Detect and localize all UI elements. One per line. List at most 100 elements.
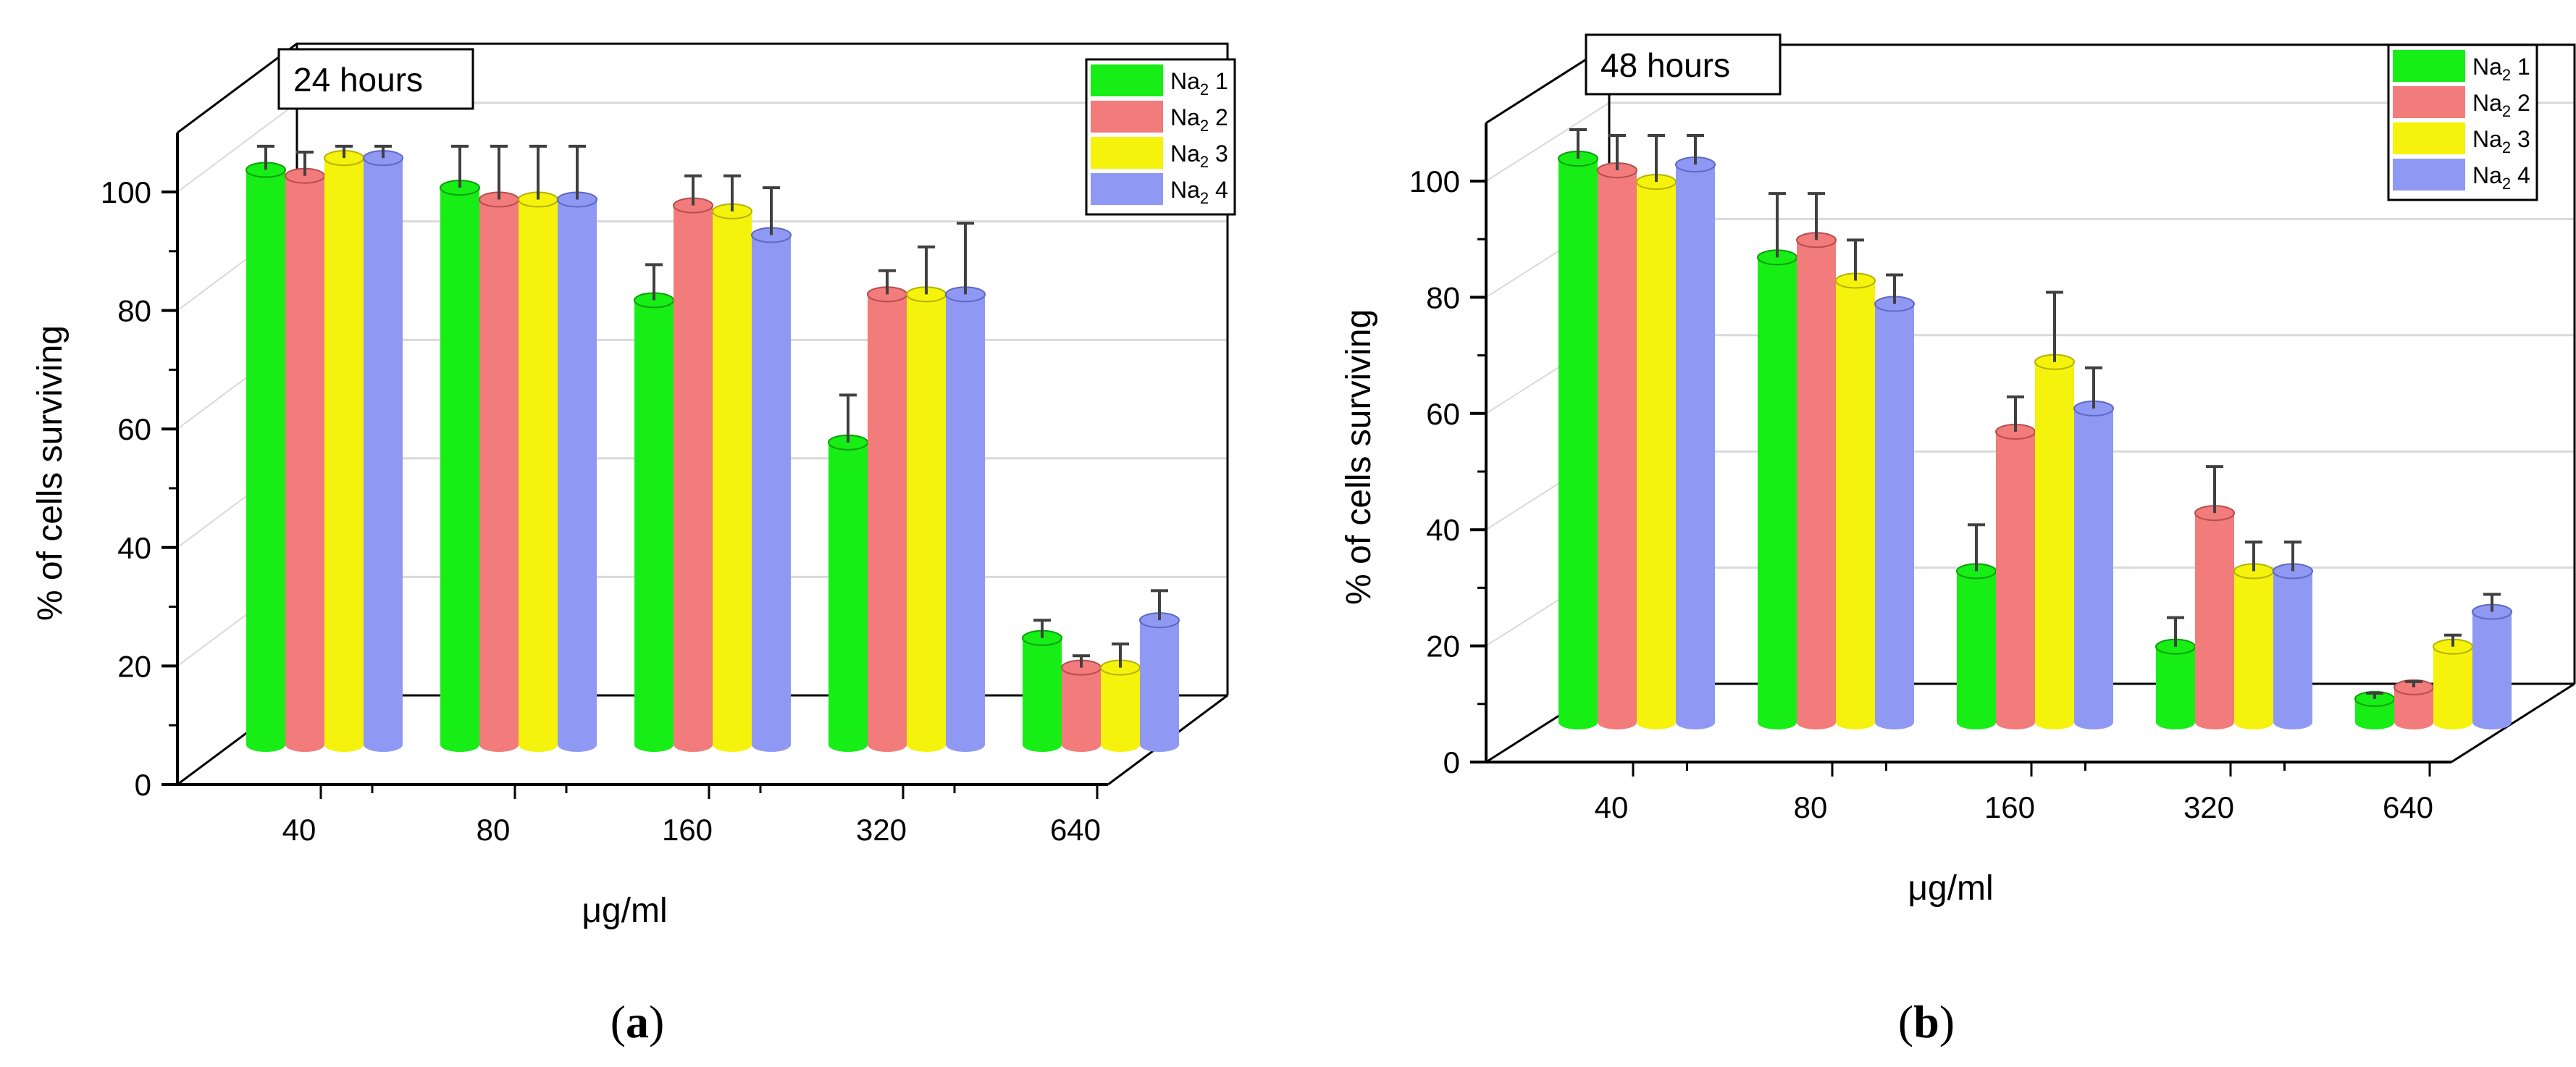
legend-swatch bbox=[2393, 86, 2465, 118]
x-tick-label: 40 bbox=[282, 813, 316, 847]
bar-base bbox=[713, 737, 752, 752]
bar-base bbox=[2074, 715, 2113, 729]
bar-base bbox=[2273, 715, 2312, 729]
bar bbox=[2156, 646, 2195, 722]
bar-base bbox=[2355, 715, 2394, 729]
bar bbox=[2273, 571, 2312, 722]
legend-swatch bbox=[1091, 137, 1163, 169]
bar bbox=[246, 170, 285, 745]
legend-swatch bbox=[1091, 101, 1163, 133]
bar bbox=[519, 199, 558, 745]
legend-label: Na2 3 bbox=[1170, 141, 1228, 171]
bar bbox=[1598, 170, 1637, 723]
caption-a: (a) bbox=[611, 996, 665, 1047]
bar bbox=[752, 235, 791, 745]
x-tick-label: 160 bbox=[662, 813, 713, 847]
legend-label: Na2 1 bbox=[2472, 54, 2530, 84]
x-tick-label: 320 bbox=[856, 813, 907, 847]
gridline-side bbox=[177, 102, 298, 193]
bar-base bbox=[2234, 715, 2273, 729]
bar bbox=[558, 199, 597, 745]
bar-base bbox=[1140, 737, 1179, 752]
legend-label: Na2 4 bbox=[1170, 177, 1228, 207]
bar-base bbox=[1062, 737, 1101, 752]
y-tick-label: 0 bbox=[1443, 745, 1460, 779]
bar bbox=[2195, 513, 2234, 722]
bar-base bbox=[2195, 715, 2234, 729]
caption-b: (b) bbox=[1898, 996, 1955, 1047]
bar bbox=[440, 188, 479, 745]
legend-label: Na2 3 bbox=[2472, 126, 2530, 156]
y-tick-label: 20 bbox=[1426, 629, 1460, 664]
y-tick-label: 0 bbox=[135, 768, 151, 802]
bar bbox=[1797, 240, 1836, 723]
bar-base bbox=[2156, 715, 2195, 729]
bar bbox=[1637, 182, 1676, 722]
bar bbox=[946, 294, 985, 745]
panel-b-chart: 0 20 40 60 80 100 % of cells surviving μg/ml 40 8… bbox=[1340, 33, 2576, 908]
legend-swatch bbox=[1091, 173, 1163, 205]
bar-base bbox=[2433, 715, 2472, 729]
bar bbox=[364, 158, 403, 745]
bar bbox=[2433, 646, 2472, 722]
bar bbox=[1023, 637, 1062, 745]
bar bbox=[1758, 257, 1797, 722]
x-tick-label: 640 bbox=[2383, 790, 2433, 824]
bar-base bbox=[2035, 715, 2074, 729]
bar bbox=[1957, 571, 1996, 722]
gridline-side bbox=[1485, 102, 1610, 182]
panel-a-chart: 0 20 40 60 80 100 % of cells surviving μg/ml 40 8… bbox=[31, 42, 1236, 930]
chart-title: 24 hours bbox=[293, 61, 423, 99]
legend-swatch bbox=[2393, 50, 2465, 82]
bar-base bbox=[1676, 715, 1715, 729]
bar-base bbox=[479, 737, 519, 752]
bar-base bbox=[828, 737, 868, 752]
side-top-edge bbox=[177, 42, 298, 134]
bar bbox=[713, 211, 752, 745]
bar bbox=[1558, 159, 1598, 722]
bar-base bbox=[1023, 737, 1062, 752]
bar-base bbox=[246, 737, 285, 752]
bar bbox=[907, 294, 946, 745]
floor-right-edge bbox=[2451, 682, 2575, 763]
bar-base bbox=[1996, 715, 2035, 729]
chart-title-box bbox=[1585, 33, 1782, 96]
bar bbox=[2234, 571, 2273, 722]
bar-base bbox=[285, 737, 324, 752]
bar-base bbox=[1101, 737, 1140, 752]
x-tick-label: 80 bbox=[477, 813, 511, 847]
bar-base bbox=[907, 737, 946, 752]
bar-base bbox=[1637, 715, 1676, 729]
bar bbox=[674, 205, 713, 745]
x-axis-label: μg/ml bbox=[582, 892, 667, 930]
legend-label: Na2 2 bbox=[1170, 104, 1228, 135]
bar bbox=[1676, 164, 1715, 722]
bar bbox=[828, 442, 868, 745]
legend-swatch bbox=[2393, 159, 2465, 191]
bar bbox=[324, 158, 364, 745]
bar-base bbox=[946, 737, 985, 752]
chart-title: 48 hours bbox=[1600, 46, 1730, 84]
bar-base bbox=[558, 737, 597, 752]
bar-base bbox=[752, 737, 791, 752]
bar-base bbox=[519, 737, 558, 752]
x-axis-label: μg/ml bbox=[1908, 869, 1993, 908]
y-tick-label: 80 bbox=[117, 294, 151, 328]
y-tick-label: 60 bbox=[1426, 397, 1460, 431]
x-tick-label: 640 bbox=[1050, 813, 1101, 847]
bar bbox=[2074, 408, 2113, 722]
bar bbox=[1101, 667, 1140, 745]
bar-base bbox=[1758, 715, 1797, 729]
bar-base bbox=[324, 737, 364, 752]
x-tick-label: 40 bbox=[1595, 790, 1629, 824]
y-tick-label: 40 bbox=[117, 531, 151, 565]
y-tick-label: 100 bbox=[101, 175, 151, 209]
bar-base bbox=[634, 737, 674, 752]
bar-base bbox=[1598, 715, 1637, 729]
y-axis-label: % of cells surviving bbox=[31, 325, 70, 621]
legend-swatch bbox=[2393, 122, 2465, 154]
bar-base bbox=[868, 737, 907, 752]
bar bbox=[1836, 280, 1875, 723]
bar-base bbox=[1957, 715, 1996, 729]
